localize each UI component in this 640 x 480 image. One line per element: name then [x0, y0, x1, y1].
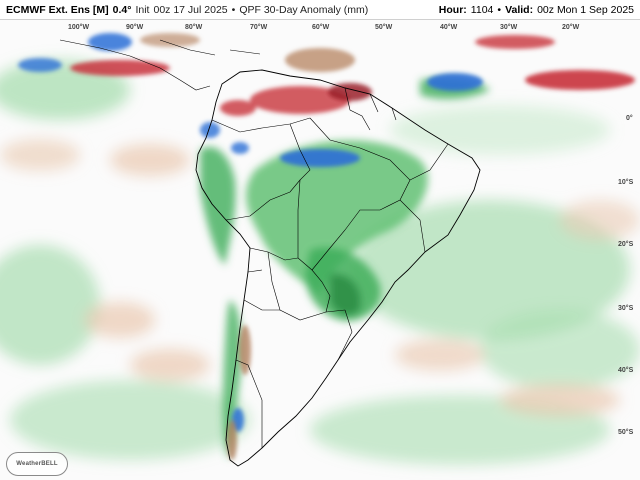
init-label: Init	[135, 3, 150, 16]
model-resolution: 0.4°	[112, 3, 132, 16]
valid-separator: •	[497, 3, 502, 16]
central-america-outline	[59, 39, 261, 91]
lon-label-90w: 90°W	[126, 23, 144, 31]
hour-label: Hour:	[438, 3, 467, 16]
model-name: ECMWF Ext. Ens [M]	[6, 3, 109, 16]
lon-label-60w: 60°W	[312, 23, 330, 31]
logo-badge: WeatherBELL	[6, 452, 68, 476]
lon-label-30w: 30°W	[500, 23, 518, 31]
lon-label-50w: 50°W	[375, 23, 393, 31]
title-right: Hour: 1104 • Valid: 00z Mon 1 Sep 2025	[439, 4, 634, 16]
country-borders	[211, 87, 449, 448]
logo-text: WeatherBELL	[16, 461, 58, 467]
lon-label-20w: 20°W	[562, 23, 580, 31]
init-time: 00z 17 Jul 2025	[153, 3, 228, 16]
anomaly-map[interactable]: 100°W 90°W 80°W 70°W 60°W 50°W 40°W 30°W…	[0, 20, 640, 480]
weatherbell-logo: WeatherBELL	[6, 452, 68, 476]
product-name: QPF 30-Day Anomaly (mm)	[239, 3, 369, 16]
lat-label-0: 0°	[626, 114, 633, 122]
lat-label-20s: 20°S	[618, 240, 634, 248]
anomaly-field-light	[0, 60, 640, 465]
title-left: ECMWF Ext. Ens [M] 0.4° Init 00z 17 Jul …	[6, 4, 368, 16]
lat-label-50s: 50°S	[618, 428, 634, 436]
valid-time: 00z Mon 1 Sep 2025	[537, 3, 634, 16]
anomaly-field-dry	[70, 33, 635, 460]
lat-label-10s: 10°S	[618, 178, 634, 186]
valid-label: Valid:	[505, 3, 534, 16]
lon-label-80w: 80°W	[185, 23, 203, 31]
longitude-labels: 100°W 90°W 80°W 70°W 60°W 50°W 40°W 30°W…	[68, 23, 580, 31]
hour-value: 1104	[470, 3, 494, 16]
latitude-labels: 0° 10°S 20°S 30°S 40°S 50°S	[618, 114, 634, 436]
lat-label-30s: 30°S	[618, 304, 634, 312]
title-bar: ECMWF Ext. Ens [M] 0.4° Init 00z 17 Jul …	[0, 0, 640, 20]
anomaly-field-very-wet	[18, 33, 483, 432]
title-separator: •	[231, 3, 236, 16]
lon-label-100w: 100°W	[68, 23, 89, 31]
lat-label-40s: 40°S	[618, 366, 634, 374]
lon-label-70w: 70°W	[250, 23, 268, 31]
lon-label-40w: 40°W	[440, 23, 458, 31]
